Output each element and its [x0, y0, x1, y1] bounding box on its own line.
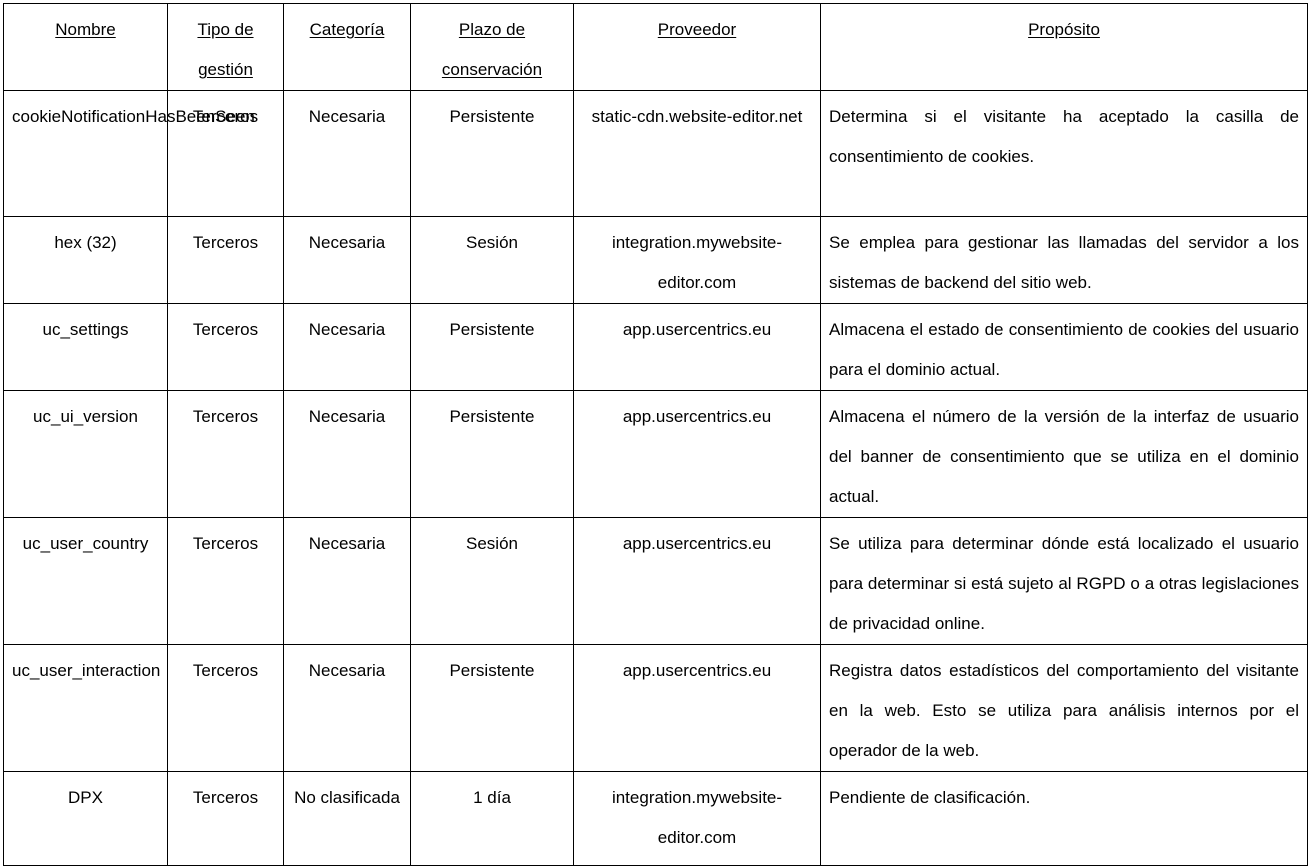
column-header-proposito-label: Propósito — [1028, 20, 1100, 39]
cell-nombre: uc_user_interaction — [3, 644, 168, 772]
cell-tipo: Terceros — [167, 216, 284, 304]
cell-nombre: uc_ui_version — [3, 390, 168, 518]
column-header-plazo: Plazo de conservación — [410, 3, 574, 91]
cell-proposito: Almacena el estado de consentimiento de … — [820, 303, 1308, 391]
cell-proveedor: app.usercentrics.eu — [573, 390, 821, 518]
cell-plazo: Sesión — [410, 216, 574, 304]
column-header-proveedor: Proveedor — [573, 3, 821, 91]
cell-proposito: Almacena el número de la versión de la i… — [820, 390, 1308, 518]
cell-tipo: Terceros — [167, 771, 284, 866]
cell-categoria: Necesaria — [283, 390, 411, 518]
column-header-proposito: Propósito — [820, 3, 1308, 91]
cell-tipo: Terceros — [167, 644, 284, 772]
column-header-proveedor-label: Proveedor — [657, 20, 737, 39]
table-header: Nombre Tipo de gestión Categoría Plazo d… — [3, 3, 1308, 91]
cell-proveedor: integration.mywebsite-editor.com — [573, 771, 821, 866]
column-header-categoria: Categoría — [283, 3, 411, 91]
cell-categoria: Necesaria — [283, 517, 411, 645]
cell-proveedor: static-cdn.website-editor.net — [573, 90, 821, 217]
column-header-tipo-label: Tipo de gestión — [197, 20, 254, 79]
cell-proposito: Pendiente de clasificación. — [820, 771, 1308, 866]
cell-plazo: Persistente — [410, 90, 574, 217]
cell-proposito: Se utiliza para determinar dónde está lo… — [820, 517, 1308, 645]
cell-proposito: Determina si el visitante ha aceptado la… — [820, 90, 1308, 217]
cell-tipo: Terceros — [167, 517, 284, 645]
cell-plazo: 1 día — [410, 771, 574, 866]
cell-nombre: uc_settings — [3, 303, 168, 391]
cookie-table: Nombre Tipo de gestión Categoría Plazo d… — [3, 3, 1308, 866]
table-row: cookieNotificationHasBeenSeen Terceros N… — [3, 90, 1308, 217]
cell-tipo: Terceros — [167, 303, 284, 391]
column-header-nombre-label: Nombre — [55, 20, 116, 39]
cell-proveedor: app.usercentrics.eu — [573, 517, 821, 645]
cell-categoria: Necesaria — [283, 644, 411, 772]
column-header-categoria-label: Categoría — [309, 20, 385, 39]
cell-nombre: uc_user_country — [3, 517, 168, 645]
cell-proveedor: app.usercentrics.eu — [573, 644, 821, 772]
table-row: uc_ui_version Terceros Necesaria Persist… — [3, 390, 1308, 518]
cell-proveedor: integration.mywebsite-editor.com — [573, 216, 821, 304]
cell-nombre: cookieNotificationHasBeenSeen — [3, 90, 255, 217]
column-header-plazo-label: Plazo de conservación — [441, 20, 543, 79]
cell-categoria: Necesaria — [283, 303, 411, 391]
cookie-table-container: Nombre Tipo de gestión Categoría Plazo d… — [3, 3, 1308, 866]
column-header-nombre: Nombre — [3, 3, 168, 91]
cell-categoria: No clasificada — [283, 771, 411, 866]
cell-categoria: Necesaria — [283, 90, 411, 217]
cell-nombre: hex (32) — [3, 216, 168, 304]
cell-plazo: Sesión — [410, 517, 574, 645]
cell-tipo: Terceros — [167, 390, 284, 518]
table-row: uc_user_interaction Terceros Necesaria P… — [3, 644, 1308, 772]
cell-tipo: Terceros — [167, 90, 284, 217]
table-header-row: Nombre Tipo de gestión Categoría Plazo d… — [3, 3, 1308, 91]
cell-plazo: Persistente — [410, 644, 574, 772]
table-row: DPX Terceros No clasificada 1 día integr… — [3, 771, 1308, 866]
table-row: hex (32) Terceros Necesaria Sesión integ… — [3, 216, 1308, 304]
cell-plazo: Persistente — [410, 390, 574, 518]
cell-proposito: Se emplea para gestionar las llamadas de… — [820, 216, 1308, 304]
cell-plazo: Persistente — [410, 303, 574, 391]
column-header-tipo: Tipo de gestión — [167, 3, 284, 91]
cell-proposito: Registra datos estadísticos del comporta… — [820, 644, 1308, 772]
cell-categoria: Necesaria — [283, 216, 411, 304]
table-row: uc_settings Terceros Necesaria Persisten… — [3, 303, 1308, 391]
cell-nombre: DPX — [3, 771, 168, 866]
table-row: uc_user_country Terceros Necesaria Sesió… — [3, 517, 1308, 645]
table-body: cookieNotificationHasBeenSeen Terceros N… — [3, 90, 1308, 866]
cell-proveedor: app.usercentrics.eu — [573, 303, 821, 391]
